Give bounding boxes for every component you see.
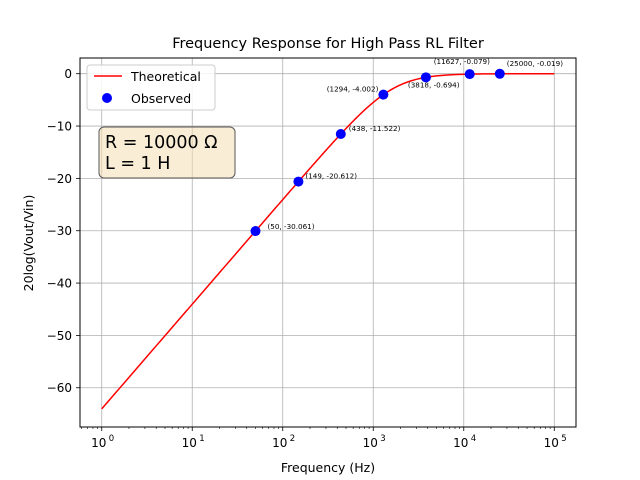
observed-point	[494, 68, 505, 79]
y-tick-label: 0	[64, 67, 72, 81]
y-tick-label: −10	[47, 120, 72, 134]
x-tick-exponent: 2	[290, 434, 295, 444]
parameter-box-frame	[98, 126, 236, 179]
observed-point	[335, 129, 346, 140]
x-tick-label: 10	[182, 436, 197, 450]
x-axis-label: Frequency (Hz)	[281, 460, 375, 475]
parameter-resistance: R = 10000 Ω	[105, 133, 218, 153]
plot-frame	[79, 57, 577, 428]
axis-ticks: 10 0 10 1 10 2 10 3 10 4 10 50−10−20−30−40−50−60	[47, 67, 567, 450]
x-tick-exponent: 0	[109, 434, 114, 444]
x-tick-exponent: 4	[471, 434, 476, 444]
parameter-box: R = 10000 Ω L = 1 H	[98, 126, 236, 179]
x-tick-label: 10	[544, 436, 559, 450]
y-tick-label: −20	[47, 172, 72, 186]
y-tick-label: −40	[47, 277, 72, 291]
x-tick-exponent: 3	[380, 434, 385, 444]
observed-point	[464, 69, 475, 80]
observed-point-label: (50, -30.061)	[267, 222, 314, 231]
x-tick-exponent: 1	[199, 434, 204, 444]
y-tick-label: −60	[47, 381, 72, 395]
x-tick-label: 10	[453, 436, 468, 450]
x-tick-label: 10	[272, 436, 287, 450]
observed-point	[293, 176, 304, 187]
y-tick-label: −50	[47, 329, 72, 343]
x-tick-label: 10	[363, 436, 378, 450]
series-layer: (50, -30.061) (149, -20.612) (438, -11.522…	[101, 57, 563, 410]
legend-label-observed: Observed	[131, 91, 191, 106]
theoretical-curve	[101, 72, 555, 410]
observed-point-label: (25000, -0.019)	[507, 59, 563, 68]
observed-point-label: (438, -11.522)	[349, 124, 401, 133]
observed-point	[378, 89, 389, 100]
y-tick-label: −30	[47, 224, 72, 238]
legend-swatch-observed	[102, 93, 112, 103]
y-axis-label: 20log(Vout/Vin)	[21, 195, 36, 292]
observed-point-label: (1294, -4.002)	[327, 85, 379, 94]
parameter-inductance: L = 1 H	[105, 154, 170, 174]
observed-point	[250, 226, 261, 237]
chart-title: Frequency Response for High Pass RL Filt…	[172, 36, 484, 52]
legend-label-theoretical: Theoretical	[130, 69, 201, 84]
x-tick-label: 10	[91, 436, 106, 450]
x-tick-exponent: 5	[561, 434, 566, 444]
legend: Theoretical Observed	[86, 64, 216, 111]
observed-point-label: (11627, -0.079)	[434, 57, 490, 66]
observed-point-label: (3818, -0.694)	[408, 80, 460, 89]
observed-point	[420, 72, 431, 83]
observed-point-label: (149, -20.612)	[305, 172, 357, 181]
